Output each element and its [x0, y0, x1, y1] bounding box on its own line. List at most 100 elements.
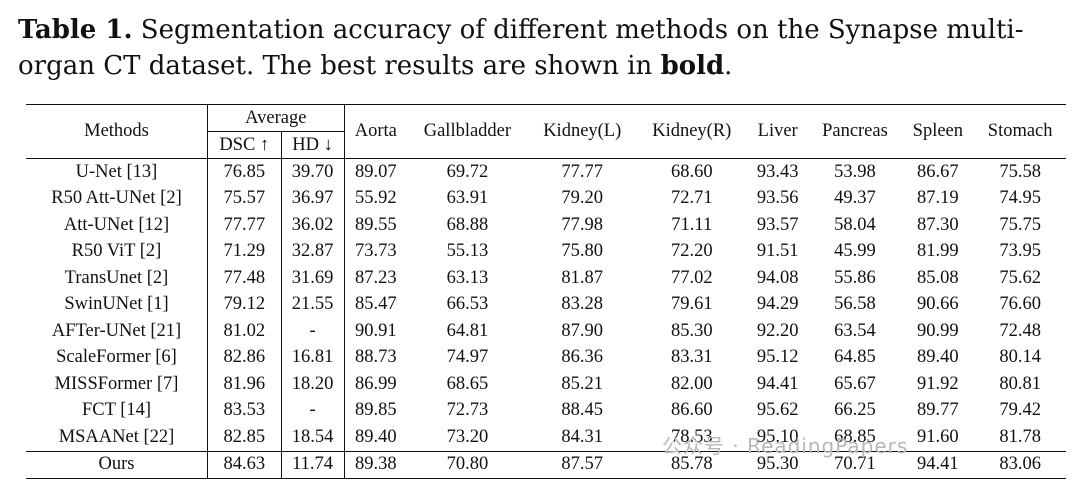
- value-cell: 89.85: [354, 400, 397, 421]
- value-cell: 95.30: [746, 450, 809, 479]
- value-cell: 71.11: [671, 214, 713, 235]
- table-row: R50 Att-UNet [2] 75.57 36.97 55.92 63.91 79.2…: [26, 185, 1066, 212]
- value-cell: 68.88: [446, 214, 489, 235]
- value-cell: 55.86: [834, 267, 876, 288]
- value-cell: 75.57: [207, 185, 282, 212]
- value-cell: 87.57: [527, 450, 637, 479]
- method-cell: Att-UNet [12]: [26, 212, 208, 239]
- value-cell: 95.62: [756, 400, 799, 421]
- value-cell: 63.91: [446, 188, 489, 209]
- value-cell: 63.54: [834, 320, 876, 341]
- method-cell: Ours: [26, 450, 208, 479]
- value-cell: 72.20: [670, 241, 713, 262]
- value-cell: 76.60: [999, 294, 1041, 315]
- value-cell: 74.97: [446, 347, 489, 368]
- value-cell: 64.85: [834, 347, 876, 368]
- value-cell: 81.96: [207, 371, 282, 398]
- value-cell: 79.12: [207, 291, 282, 318]
- table-caption: Table 1. Segmentation accuracy of differ…: [18, 12, 1068, 84]
- method-cell: AFTer-UNet [21]: [26, 318, 208, 345]
- value-cell: 18.20: [281, 371, 345, 398]
- value-cell: 75.58: [999, 161, 1041, 182]
- value-cell: 88.45: [561, 400, 604, 421]
- table-row: ScaleFormer [6] 82.86 16.81 88.73 74.97 86.36…: [26, 344, 1066, 371]
- methods-header: Methods: [26, 104, 208, 159]
- header-row-2: DSC ↑ HD ↓: [26, 131, 1066, 159]
- value-cell: 85.47: [354, 294, 397, 315]
- value-cell: 71.29: [207, 238, 282, 265]
- value-cell: 93.56: [756, 188, 799, 209]
- value-cell: 32.87: [281, 238, 345, 265]
- value-cell: 81.02: [207, 318, 282, 345]
- value-cell: 84.31: [561, 426, 604, 447]
- value-cell: 94.08: [756, 267, 799, 288]
- value-cell: 77.02: [670, 267, 713, 288]
- method-cell: U-Net [13]: [26, 158, 208, 186]
- value-cell: 87.30: [917, 214, 959, 235]
- value-cell: 45.99: [834, 241, 876, 262]
- value-cell: 55.13: [446, 241, 489, 262]
- table-row: TransUnet [2] 77.48 31.69 87.23 63.13 81.87 77…: [26, 265, 1066, 292]
- value-cell: 89.38: [344, 450, 407, 479]
- organ-header: Stomach: [974, 104, 1066, 159]
- value-cell: 53.98: [834, 161, 876, 182]
- value-cell: 85.30: [670, 320, 713, 341]
- value-cell: 72.48: [999, 320, 1041, 341]
- value-cell: 76.85: [207, 158, 282, 186]
- value-cell: 77.77: [561, 161, 604, 182]
- value-cell: 49.37: [834, 188, 876, 209]
- value-cell: 83.06: [974, 450, 1066, 479]
- header-row-1: Methods Average Aorta Gallbladder Kidney…: [26, 104, 1066, 159]
- method-cell: MSAANet [22]: [26, 424, 208, 451]
- value-cell: 80.14: [999, 347, 1041, 368]
- value-cell: 77.98: [561, 214, 604, 235]
- value-cell: 91.51: [756, 241, 799, 262]
- table-row: Ours 84.63 11.74 89.38 70.80 87.57 85.78 95.30 7…: [26, 450, 1066, 479]
- hd-header: HD ↓: [281, 131, 345, 159]
- method-cell: TransUnet [2]: [26, 265, 208, 292]
- value-cell: 73.20: [446, 426, 489, 447]
- value-cell: 36.97: [281, 185, 345, 212]
- value-cell: 87.19: [917, 188, 959, 209]
- table-row: R50 ViT [2] 71.29 32.87 73.73 55.13 75.80 72.2…: [26, 238, 1066, 265]
- table-body: U-Net [13] 76.85 39.70 89.07 69.72 77.77 68.60…: [26, 158, 1066, 479]
- method-cell: ScaleFormer [6]: [26, 344, 208, 371]
- table-row: SwinUNet [1] 79.12 21.55 85.47 66.53 83.28 79.…: [26, 291, 1066, 318]
- value-cell: 94.29: [756, 294, 799, 315]
- value-cell: 79.61: [670, 294, 713, 315]
- value-cell: 39.70: [281, 158, 345, 186]
- value-cell: 83.53: [207, 397, 282, 424]
- value-cell: 85.08: [917, 267, 959, 288]
- organ-header: Aorta: [344, 104, 407, 159]
- caption-bold-word: bold: [660, 51, 725, 81]
- value-cell: 70.71: [808, 450, 902, 479]
- value-cell: 95.12: [756, 347, 799, 368]
- value-cell: 68.60: [670, 161, 713, 182]
- organ-header: Kidney(R): [636, 104, 747, 159]
- value-cell: 92.20: [756, 320, 799, 341]
- organ-header: Kidney(L): [527, 104, 637, 159]
- value-cell: 87.90: [561, 320, 604, 341]
- value-cell: 78.53: [670, 426, 713, 447]
- caption-text: Segmentation accuracy of different metho…: [18, 15, 1024, 81]
- value-cell: 58.04: [834, 214, 876, 235]
- value-cell: 86.36: [561, 347, 604, 368]
- value-cell: 72.71: [670, 188, 713, 209]
- value-cell: 90.91: [354, 320, 397, 341]
- value-cell: 73.73: [354, 241, 397, 262]
- value-cell: 84.63: [207, 450, 282, 479]
- value-cell: 69.72: [446, 161, 489, 182]
- value-cell: 31.69: [281, 265, 345, 292]
- organ-header: Liver: [746, 104, 809, 159]
- value-cell: 90.66: [917, 294, 959, 315]
- value-cell: 66.25: [834, 400, 876, 421]
- value-cell: 89.77: [917, 400, 959, 421]
- value-cell: 88.73: [354, 347, 397, 368]
- value-cell: -: [281, 397, 345, 424]
- value-cell: -: [281, 318, 345, 345]
- table-row: Att-UNet [12] 77.77 36.02 89.55 68.88 77.98 71…: [26, 212, 1066, 239]
- value-cell: 94.41: [901, 450, 975, 479]
- value-cell: 77.48: [207, 265, 282, 292]
- value-cell: 80.81: [999, 373, 1041, 394]
- value-cell: 91.92: [917, 373, 959, 394]
